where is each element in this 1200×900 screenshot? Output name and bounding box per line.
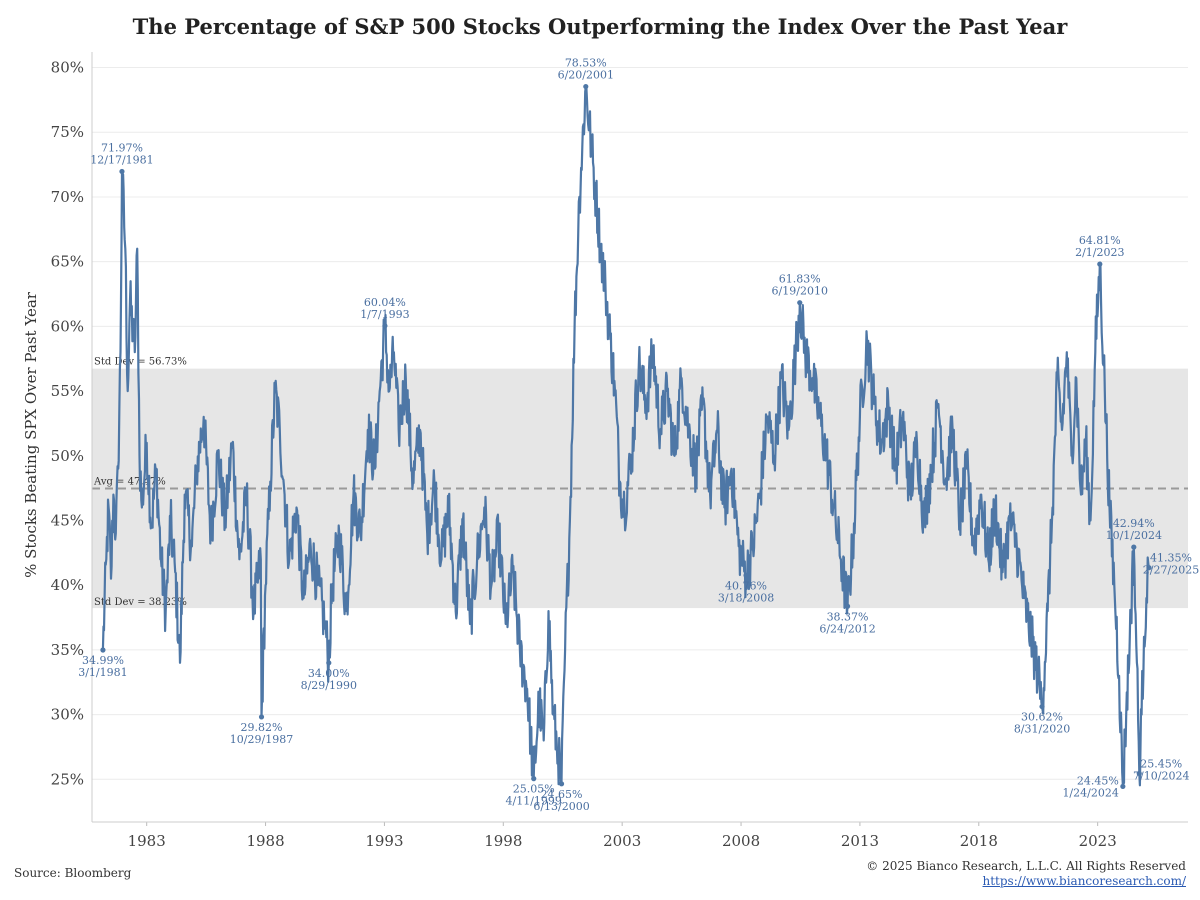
x-tick-label: 2018 (960, 832, 998, 850)
extreme-point-marker (1131, 544, 1137, 550)
annotation-value: 42.94% (1113, 517, 1155, 530)
series-line (101, 85, 1151, 788)
y-tick-label: 55% (51, 382, 84, 400)
footer-credits: © 2025 Bianco Research, L.L.C. All Right… (866, 859, 1186, 889)
y-tick-label: 40% (51, 576, 84, 594)
chart-title: The Percentage of S&P 500 Stocks Outperf… (132, 14, 1068, 39)
x-tick-label: 1983 (128, 832, 166, 850)
annotation-value: 41.35% (1150, 552, 1192, 565)
x-tick-label: 2023 (1079, 832, 1117, 850)
x-tick-label: 2003 (603, 832, 641, 850)
annotation-date: 4/11/1999 (506, 795, 562, 808)
annotation-value: 71.97% (101, 141, 143, 154)
extreme-point-marker (1039, 703, 1045, 710)
annotation-date: 12/17/1981 (90, 153, 153, 166)
axes: 25% 30% 35% 40% 45% 50% 55% 60% 65% 70% 75% 80% 1983… (51, 52, 1188, 850)
annotation-date: 10/1/2024 (1106, 529, 1162, 542)
y-axis-label: % Stocks Beating SPX Over Past Year (22, 291, 40, 578)
std-dev-low-label: Std Dev = 38.23% (94, 597, 187, 608)
y-tick-label: 70% (51, 188, 84, 206)
y-tick-label: 80% (51, 59, 84, 77)
annotation-date: 6/20/2001 (558, 69, 614, 82)
annotation-value: 64.81% (1079, 234, 1121, 247)
annotation-value: 34.99% (82, 654, 124, 667)
extreme-point-marker (743, 572, 749, 578)
x-tick-label: 1988 (246, 832, 284, 850)
extreme-point-marker (531, 776, 537, 782)
annotation-value: 78.53% (565, 57, 607, 70)
y-tick-label: 50% (51, 447, 84, 465)
x-tick-label: 1998 (484, 832, 522, 850)
extreme-point-marker (1136, 770, 1142, 777)
annotation-value: 34.00% (308, 667, 350, 680)
y-tick-label: 65% (51, 253, 84, 271)
y-tick-label: 35% (51, 641, 84, 659)
annotation-value: 61.83% (779, 273, 821, 286)
annotation-value: 60.04% (364, 296, 406, 309)
extreme-point-marker (100, 647, 106, 653)
extreme-point-marker (1146, 565, 1152, 571)
y-tick-label: 30% (51, 706, 84, 724)
annotation-date: 1/24/2024 (1062, 786, 1118, 799)
extreme-point-marker (1120, 783, 1126, 790)
annotation-value: 29.82% (241, 721, 283, 734)
annotation-value: 25.45% (1140, 757, 1182, 770)
x-tick-label: 1993 (365, 832, 403, 850)
y-tick-label: 25% (51, 770, 84, 788)
std-dev-high-label: Std Dev = 56.73% (94, 357, 187, 368)
annotation-date: 10/29/1987 (230, 733, 293, 746)
annotation-date: 6/24/2012 (819, 622, 875, 635)
annotation-date: 8/29/1990 (301, 679, 357, 692)
average-line: Avg = 47.47% (92, 477, 1188, 490)
extreme-point-marker (558, 781, 565, 787)
annotation-date: 7/10/2024 (1133, 769, 1189, 782)
extreme-point-marker (326, 660, 332, 666)
annotation-date: 1/7/1993 (360, 308, 409, 321)
annotation-date: 6/19/2010 (772, 285, 828, 298)
extreme-point-marker (844, 603, 851, 609)
annotations: 34.99%3/1/1981 71.97%12/17/1981 29.82%10/2… (78, 57, 1199, 813)
website-link[interactable]: https://www.biancoresearch.com/ (982, 874, 1186, 888)
series (101, 85, 1151, 788)
annotation-date: 3/18/2008 (718, 591, 774, 604)
annotation-date: 2/27/2025 (1143, 564, 1199, 577)
y-tick-label: 75% (51, 123, 84, 141)
annotation-value: 38.37% (827, 610, 869, 623)
extreme-point-marker (1097, 261, 1103, 267)
extreme-point-marker (583, 83, 589, 90)
annotation-date: 3/1/1981 (78, 666, 127, 679)
annotation-value: 25.05% (513, 783, 555, 796)
annotation-value: 30.62% (1021, 711, 1063, 724)
annotation-value: 40.76% (725, 579, 767, 592)
extreme-point-marker (382, 323, 388, 329)
extreme-point-marker (797, 300, 803, 306)
annotation-date: 8/31/2020 (1014, 723, 1070, 736)
x-tick-label: 2013 (841, 832, 879, 850)
y-tick-label: 60% (51, 317, 84, 335)
annotation-date: 2/1/2023 (1075, 246, 1124, 259)
average-label: Avg = 47.47% (93, 477, 166, 488)
extreme-point-marker (258, 714, 265, 720)
copyright-text: © 2025 Bianco Research, L.L.C. All Right… (866, 859, 1186, 873)
y-tick-label: 45% (51, 511, 84, 529)
extreme-point-marker (119, 168, 125, 175)
annotation-value: 24.65% (541, 788, 583, 801)
grid-lines (92, 67, 1188, 780)
annotation-date: 6/13/2000 (533, 800, 589, 813)
source-note: Source: Bloomberg (14, 866, 132, 880)
annotation-value: 24.45% (1077, 774, 1119, 787)
x-tick-label: 2008 (722, 832, 760, 850)
